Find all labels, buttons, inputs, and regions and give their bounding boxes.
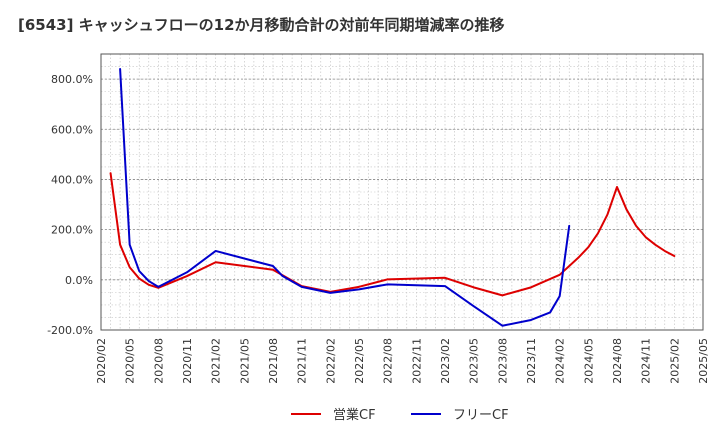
legend: 営業CF フリーCF <box>291 407 509 423</box>
x-tick-label: 2024/08 <box>611 338 624 384</box>
legend-label: フリーCF <box>453 408 509 423</box>
x-tick-label: 2021/05 <box>238 338 251 384</box>
chart-title: [6543] キャッシュフローの12か月移動合計の対前年同期増減率の推移 <box>18 16 505 34</box>
x-tick-label: 2024/11 <box>640 338 653 384</box>
x-tick-label: 2022/11 <box>410 338 423 384</box>
x-tick-label: 2021/11 <box>296 338 309 384</box>
x-tick-label: 2025/02 <box>668 338 681 384</box>
axis-layer: 800.0%600.0%400.0%200.0%0.0%-200.0%2020/… <box>47 53 710 384</box>
plot-border <box>100 53 704 331</box>
x-tick-label: 2021/02 <box>210 338 223 384</box>
x-tick-label: 2022/08 <box>382 338 395 384</box>
x-tick-label: 2020/02 <box>95 338 108 384</box>
x-tick-label: 2020/11 <box>181 338 194 384</box>
x-tick-label: 2023/02 <box>439 338 452 384</box>
x-tick-label: 2022/02 <box>324 338 337 384</box>
y-tick-label: 600.0% <box>51 123 93 136</box>
x-tick-label: 2023/08 <box>496 338 509 384</box>
grid-layer <box>100 53 704 331</box>
y-tick-label: 0.0% <box>65 274 93 287</box>
x-tick-label: 2021/08 <box>267 338 280 384</box>
x-tick-label: 2023/05 <box>468 338 481 384</box>
legend-item-free-cf: フリーCF <box>411 408 509 423</box>
series-line-operating-cf <box>109 172 676 297</box>
series-layer <box>109 68 676 327</box>
y-tick-label: 800.0% <box>51 73 93 86</box>
x-tick-label: 2024/05 <box>582 338 595 384</box>
y-tick-label: 400.0% <box>51 173 93 186</box>
x-tick-label: 2022/05 <box>353 338 366 384</box>
y-tick-label: -200.0% <box>47 324 93 337</box>
x-tick-label: 2025/05 <box>697 338 710 384</box>
x-tick-label: 2023/11 <box>525 338 538 384</box>
x-tick-label: 2020/08 <box>152 338 165 384</box>
legend-label: 営業CF <box>333 407 376 423</box>
x-tick-label: 2020/05 <box>124 338 137 384</box>
legend-item-operating-cf: 営業CF <box>291 407 376 423</box>
x-tick-label: 2024/02 <box>554 338 567 384</box>
y-tick-label: 200.0% <box>51 224 93 237</box>
series-line-free-cf <box>119 68 571 327</box>
